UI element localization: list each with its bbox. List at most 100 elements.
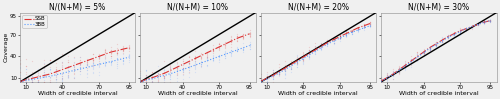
SSB	[204, 52, 210, 53]
Point	[468, 25, 476, 27]
Point	[228, 36, 235, 37]
Point	[113, 52, 121, 54]
Point	[395, 66, 403, 67]
Point	[58, 73, 66, 75]
Point	[40, 66, 48, 68]
Point	[142, 75, 150, 76]
Point	[76, 66, 84, 68]
Point	[94, 58, 102, 59]
Point	[82, 59, 90, 61]
Point	[46, 66, 54, 68]
SSB	[162, 73, 168, 74]
Point	[34, 74, 42, 76]
Point	[444, 37, 452, 39]
Point	[420, 53, 428, 55]
Point	[197, 64, 205, 65]
Point	[299, 55, 307, 57]
Point	[178, 63, 186, 64]
Point	[275, 71, 283, 73]
Point	[389, 74, 397, 76]
Point	[402, 63, 409, 65]
Point	[125, 46, 133, 48]
Point	[318, 43, 326, 45]
Point	[101, 64, 109, 65]
Point	[389, 79, 397, 80]
Point	[148, 76, 156, 78]
Point	[402, 64, 409, 65]
Point	[444, 36, 452, 38]
Point	[256, 81, 264, 83]
Point	[360, 29, 368, 31]
Point	[366, 21, 374, 23]
Point	[136, 81, 144, 83]
Point	[438, 42, 446, 43]
Point	[113, 63, 121, 65]
Point	[293, 56, 301, 57]
Point	[293, 59, 301, 61]
Point	[366, 26, 374, 28]
Point	[228, 51, 235, 52]
Point	[438, 39, 446, 40]
Point	[342, 36, 349, 37]
3BB	[22, 80, 28, 81]
Point	[383, 73, 391, 74]
Point	[191, 57, 199, 59]
Point	[22, 81, 30, 83]
Point	[28, 71, 36, 72]
3BB	[78, 68, 84, 69]
Point	[52, 72, 60, 74]
3BB	[349, 32, 355, 33]
Point	[154, 77, 162, 78]
Point	[299, 59, 307, 60]
Point	[318, 44, 326, 45]
Point	[76, 62, 84, 64]
Point	[148, 72, 156, 73]
Point	[215, 44, 223, 45]
Point	[408, 59, 416, 61]
Point	[184, 66, 192, 68]
Point	[268, 75, 276, 77]
Point	[256, 81, 264, 83]
Point	[46, 76, 54, 78]
Point	[389, 78, 397, 80]
SSB	[488, 20, 494, 21]
Point	[88, 64, 96, 66]
Point	[462, 27, 470, 29]
Point	[246, 33, 254, 35]
Point	[160, 72, 168, 74]
Point	[34, 81, 42, 83]
Point	[486, 20, 494, 21]
Point	[318, 45, 326, 46]
3BB	[126, 57, 132, 58]
SSB	[96, 56, 102, 57]
Point	[40, 67, 48, 68]
Point	[209, 57, 217, 59]
Point	[246, 48, 254, 49]
Point	[221, 45, 229, 47]
3BB	[246, 45, 252, 46]
Point	[438, 41, 446, 42]
Point	[312, 53, 320, 54]
Point	[268, 72, 276, 73]
Point	[107, 62, 115, 64]
Point	[203, 55, 211, 56]
3BB	[174, 71, 180, 72]
Point	[166, 66, 174, 67]
Point	[221, 43, 229, 45]
Point	[432, 44, 440, 45]
Point	[312, 47, 320, 49]
Point	[408, 63, 416, 65]
Point	[287, 68, 295, 70]
Point	[420, 54, 428, 55]
Point	[318, 45, 326, 46]
Point	[299, 58, 307, 59]
Point	[342, 31, 349, 32]
Point	[486, 20, 494, 21]
Point	[268, 73, 276, 74]
Point	[76, 64, 84, 66]
Point	[154, 72, 162, 73]
Point	[262, 79, 270, 80]
Point	[360, 23, 368, 24]
Line: 3BB: 3BB	[20, 57, 129, 82]
Point	[203, 52, 211, 53]
